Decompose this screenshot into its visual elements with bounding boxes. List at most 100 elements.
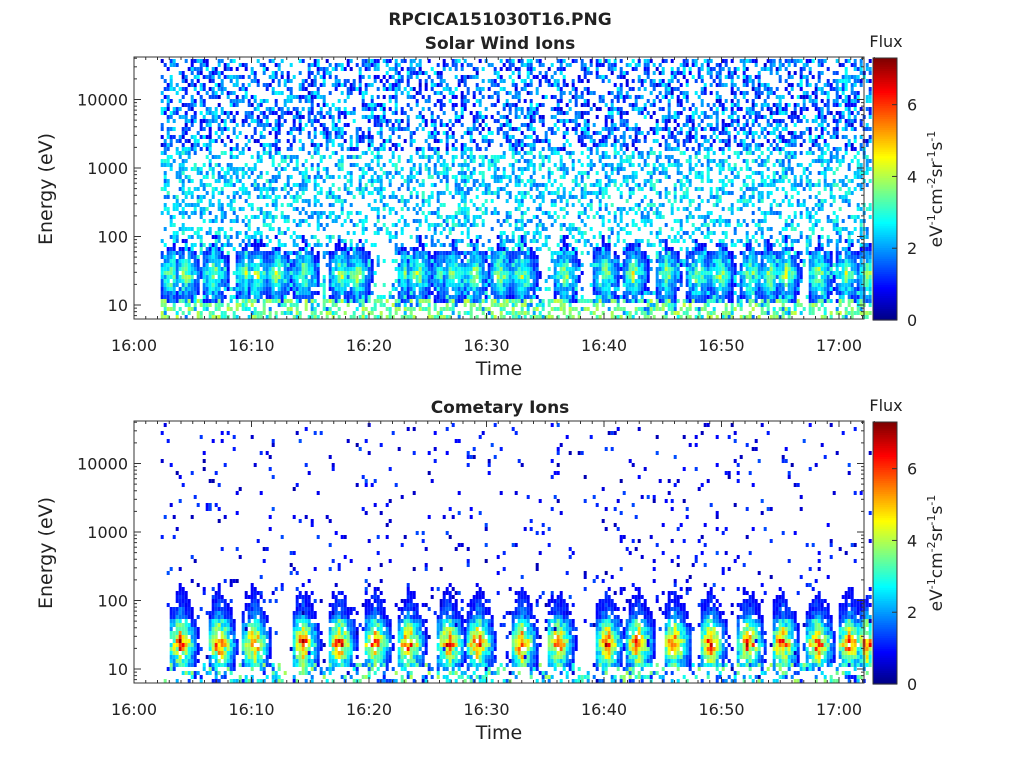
flux-cell <box>256 155 260 159</box>
flux-cell <box>394 231 398 235</box>
flux-cell <box>331 311 335 315</box>
flux-cell <box>334 283 338 287</box>
flux-cell <box>217 123 221 127</box>
flux-cell <box>427 287 431 291</box>
flux-cell <box>223 283 227 287</box>
flux-cell <box>397 87 401 91</box>
flux-cell <box>457 223 461 227</box>
flux-cell <box>481 251 485 255</box>
flux-cell <box>517 259 521 263</box>
flux-cell <box>337 239 341 243</box>
flux-cell <box>496 211 500 215</box>
flux-cell <box>430 123 434 127</box>
flux-cell <box>343 247 347 251</box>
flux-cell <box>226 307 230 311</box>
flux-cell <box>250 207 254 211</box>
flux-cell <box>328 139 332 143</box>
flux-cell <box>286 291 290 295</box>
flux-cell <box>580 111 584 115</box>
flux-cell <box>535 91 539 95</box>
flux-cell <box>442 299 446 303</box>
flux-cell <box>205 279 209 283</box>
flux-cell <box>382 203 386 207</box>
flux-cell <box>247 283 251 287</box>
flux-cell <box>409 255 413 259</box>
flux-cell <box>463 199 467 203</box>
flux-cell <box>331 151 335 155</box>
flux-cell <box>532 127 536 131</box>
flux-cell <box>331 267 335 271</box>
flux-cell <box>526 71 530 75</box>
flux-cell <box>238 291 242 295</box>
flux-cell <box>268 251 272 255</box>
flux-cell <box>166 155 170 159</box>
flux-cell <box>532 307 536 311</box>
flux-cell <box>316 119 320 123</box>
flux-cell <box>601 255 605 259</box>
flux-cell <box>283 119 287 123</box>
flux-cell <box>181 163 185 167</box>
flux-cell <box>298 259 302 263</box>
flux-cell <box>415 75 419 79</box>
flux-cell <box>463 279 467 283</box>
flux-cell <box>586 99 590 103</box>
flux-cell <box>523 299 527 303</box>
flux-cell <box>478 295 482 299</box>
flux-cell <box>361 75 365 79</box>
flux-cell <box>367 167 371 171</box>
flux-cell <box>562 191 566 195</box>
flux-cell <box>298 315 302 319</box>
flux-cell <box>166 67 170 71</box>
flux-cell <box>187 139 191 143</box>
flux-cell <box>160 303 164 307</box>
flux-cell <box>226 235 230 239</box>
flux-cell <box>244 291 248 295</box>
flux-cell <box>217 283 221 287</box>
flux-cell <box>253 287 257 291</box>
flux-cell <box>514 87 518 91</box>
flux-cell <box>193 259 197 263</box>
flux-cell <box>562 67 566 71</box>
flux-cell <box>427 175 431 179</box>
flux-cell <box>502 79 506 83</box>
flux-cell <box>505 247 509 251</box>
flux-cell <box>184 123 188 127</box>
flux-cell <box>451 135 455 139</box>
flux-cell <box>532 287 536 291</box>
flux-cell <box>322 79 326 83</box>
flux-cell <box>199 315 203 319</box>
flux-cell <box>283 231 287 235</box>
flux-cell <box>298 219 302 223</box>
flux-cell <box>211 139 215 143</box>
flux-cell <box>532 107 536 111</box>
flux-cell <box>307 131 311 135</box>
flux-cell <box>202 263 206 267</box>
flux-cell <box>163 287 167 291</box>
flux-cell <box>604 255 608 259</box>
flux-cell <box>457 299 461 303</box>
flux-cell <box>355 307 359 311</box>
flux-cell <box>418 123 422 127</box>
flux-cell <box>475 223 479 227</box>
flux-cell <box>271 91 275 95</box>
flux-cell <box>367 63 371 67</box>
flux-cell <box>271 295 275 299</box>
flux-cell <box>160 187 164 191</box>
flux-cell <box>544 279 548 283</box>
flux-cell <box>250 263 254 267</box>
flux-cell <box>331 255 335 259</box>
flux-cell <box>388 107 392 111</box>
flux-cell <box>181 311 185 315</box>
flux-cell <box>466 235 470 239</box>
flux-cell <box>436 147 440 151</box>
flux-cell <box>433 147 437 151</box>
flux-cell <box>397 119 401 123</box>
flux-cell <box>229 299 233 303</box>
flux-cell <box>400 251 404 255</box>
flux-cell <box>496 159 500 163</box>
flux-cell <box>514 311 518 315</box>
flux-cell <box>406 279 410 283</box>
flux-cell <box>178 135 182 139</box>
flux-cell <box>247 83 251 87</box>
flux-cell <box>175 139 179 143</box>
